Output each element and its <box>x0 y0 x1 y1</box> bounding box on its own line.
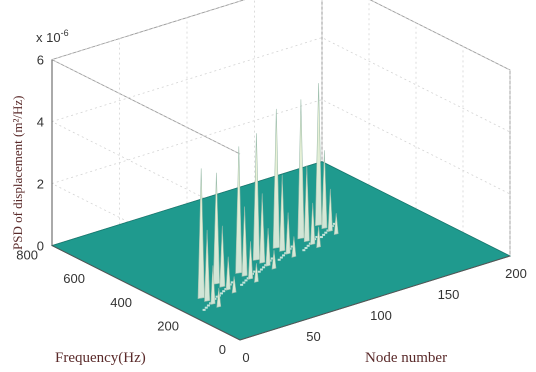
peak-spike <box>235 146 243 274</box>
x-tick-label: 50 <box>306 329 320 344</box>
peak-spike <box>285 212 291 255</box>
floor-speckle <box>259 268 263 271</box>
peak-spike <box>259 193 266 264</box>
peak-spike <box>225 256 231 291</box>
peak-spike <box>219 225 226 288</box>
floor-speckle <box>204 306 208 309</box>
floor-speckle <box>282 254 286 257</box>
floor-speckle <box>206 304 210 307</box>
z-tick-label: 0 <box>37 239 44 254</box>
peak-spike <box>265 228 271 267</box>
peak-spike <box>204 229 211 302</box>
front-axes <box>51 59 511 341</box>
peak-spike <box>297 99 305 240</box>
floor-speckle <box>304 246 308 249</box>
floor-speckle <box>277 258 281 261</box>
peak-spike <box>197 168 205 299</box>
floor-speckle <box>306 244 310 247</box>
y-tick-label: 600 <box>63 271 85 286</box>
peak-spike <box>210 265 216 305</box>
floor-speckle <box>202 308 206 311</box>
x-tick-label: 0 <box>242 350 249 365</box>
y-axis-label: Frequency(Hz) <box>55 350 146 366</box>
floor-speckle <box>242 281 246 284</box>
floor-speckle <box>322 233 326 236</box>
peak-spike <box>310 202 316 246</box>
floor-speckle <box>332 222 336 225</box>
peak-spike <box>279 174 286 252</box>
floor-speckle <box>253 270 257 273</box>
peak-spike <box>241 206 248 277</box>
y-tick-label: 800 <box>16 248 38 263</box>
peak-spike <box>216 287 222 308</box>
y-tick-label: 400 <box>110 295 132 310</box>
peak-spike <box>315 83 323 227</box>
z-tick-label: 4 <box>37 115 44 130</box>
x-axis-label: Node number <box>365 350 447 366</box>
peak-spike <box>252 133 260 261</box>
z-axis-label: PSD of displacement (m²/Hz) <box>10 96 25 250</box>
floor-speckle <box>222 290 226 293</box>
peak-spike <box>321 150 328 230</box>
floor-speckle <box>230 281 234 284</box>
y-tick-label: 0 <box>219 342 226 357</box>
floor-speckle <box>290 245 294 248</box>
floor-speckle <box>215 295 219 298</box>
peak-spike <box>247 241 254 280</box>
peak-spike <box>272 108 280 249</box>
z-tick-label: 2 <box>37 177 44 192</box>
peak-spike <box>327 188 333 232</box>
x-tick-label: 200 <box>505 266 527 281</box>
floor-speckle <box>302 249 306 252</box>
floor-speckle <box>262 266 266 269</box>
floor-speckle <box>220 292 224 295</box>
y-axis-line <box>51 245 241 341</box>
grid-z-back <box>51 37 511 133</box>
floor-speckle <box>244 279 248 282</box>
floor-speckle <box>319 236 323 239</box>
peak-spike <box>291 236 297 258</box>
floor-speckle <box>270 257 274 260</box>
x-tick-label: 100 <box>370 308 392 323</box>
peak-spike <box>231 276 237 294</box>
floor-speckle <box>315 235 319 238</box>
psd-peaks <box>197 83 339 308</box>
floor-speckle <box>257 270 261 273</box>
grid-z-back <box>51 0 511 71</box>
peak-spike <box>316 226 321 249</box>
peak-spike <box>254 263 259 283</box>
floor-speckle <box>279 256 283 259</box>
x-tick-label: 150 <box>438 287 460 302</box>
peak-spike <box>303 165 310 243</box>
floor-speckle <box>324 231 328 234</box>
y-tick-label: 200 <box>157 318 179 333</box>
peak-spike <box>333 213 339 235</box>
grid-z-left <box>51 59 241 155</box>
peak-spike <box>271 250 277 270</box>
x-axis-line <box>239 255 511 341</box>
peak-spike <box>212 172 220 285</box>
floor-speckle <box>240 283 244 286</box>
z-tick-label: 6 <box>37 53 44 68</box>
z-exponent: x 10-6 <box>36 28 69 45</box>
